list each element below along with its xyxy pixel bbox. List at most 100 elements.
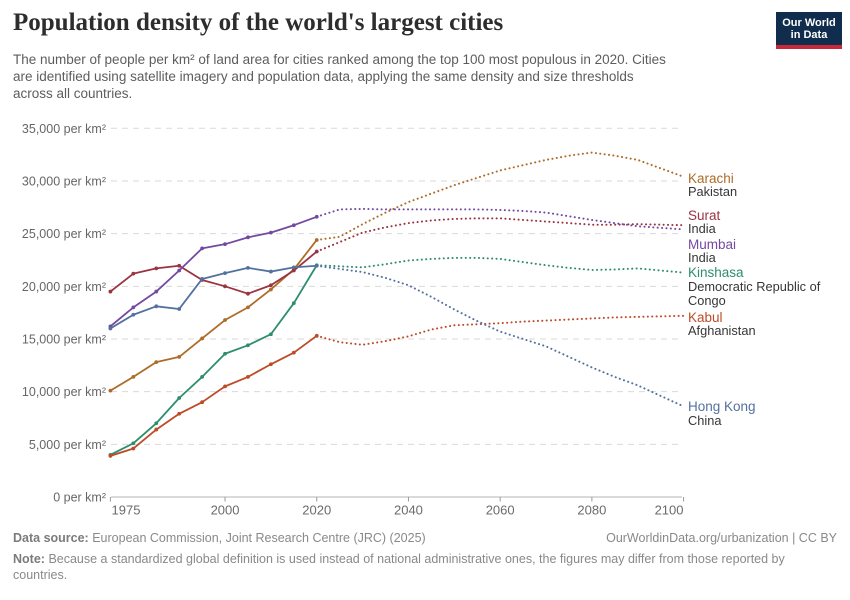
observed-line	[110, 335, 318, 457]
owid-logo-line1: Our World	[782, 17, 836, 29]
chart-subtitle: The number of people per km² of land are…	[13, 52, 666, 101]
data-point-marker	[223, 242, 227, 247]
data-point-marker	[223, 284, 227, 289]
observed-line	[109, 250, 318, 295]
data-point-marker	[154, 427, 159, 432]
note-label: Note:	[13, 552, 45, 566]
series-label-country: India	[688, 250, 717, 265]
y-tick-label: 25,000 per km²	[22, 227, 106, 241]
data-point-marker	[268, 362, 273, 367]
y-tick-label: 35,000 per km²	[22, 122, 106, 136]
data-point-marker	[108, 289, 113, 294]
series-label-country: Pakistan	[688, 184, 737, 199]
data-point-marker	[246, 343, 250, 348]
data-point-marker	[268, 230, 273, 235]
y-tick-label: 20,000 per km²	[22, 280, 106, 294]
data-point-marker	[108, 388, 113, 393]
data-point-marker	[246, 235, 250, 240]
data-point-marker	[223, 271, 227, 276]
projected-line	[315, 314, 685, 346]
series-label-country: Afghanistan	[688, 323, 756, 338]
data-point-marker	[223, 318, 227, 322]
data-point-marker	[200, 246, 205, 251]
series-label-city: Karachi	[688, 171, 734, 186]
chart-footer: Data source: European Commission, Joint …	[13, 530, 837, 583]
data-point-marker	[314, 263, 319, 268]
x-tick-label: 2080	[577, 503, 606, 518]
y-tick-label: 0 per km²	[53, 491, 106, 505]
x-tick-label: 2000	[211, 503, 240, 518]
owid-logo-box: Our World in Data	[776, 12, 842, 45]
data-point-marker	[177, 268, 182, 273]
projected-line	[315, 151, 685, 241]
series-label-city: Kabul	[688, 310, 723, 325]
observed-line	[109, 239, 318, 392]
observed-line	[109, 215, 318, 328]
data-point-marker	[154, 421, 159, 426]
data-point-marker	[131, 312, 136, 317]
x-tick-label: 2040	[394, 503, 423, 518]
projected-line	[315, 264, 685, 408]
observed-line	[109, 264, 317, 330]
data-point-marker	[246, 265, 250, 270]
page-title: Population density of the world's larges…	[13, 9, 504, 36]
series-label-city: Surat	[688, 208, 721, 223]
chart-note: Note: Because a standardized global defi…	[13, 551, 837, 583]
series-label-city: Mumbai	[688, 237, 736, 252]
data-point-marker	[246, 291, 250, 296]
data-point-marker	[154, 360, 159, 365]
data-point-marker	[154, 266, 159, 271]
data-point-marker	[291, 301, 296, 306]
data-point-marker	[177, 263, 182, 268]
gridlines	[111, 127, 682, 498]
y-axis-labels: 0 per km² 5,000 per km² 10,000 per km² 15,0…	[22, 122, 106, 505]
owid-logo-line2: in Data	[790, 29, 828, 41]
data-point-marker	[268, 287, 273, 292]
data-point-marker	[108, 454, 113, 458]
series-label-country: Democratic Republic of	[688, 279, 821, 294]
x-tick-label: 2100	[655, 503, 684, 518]
data-point-marker	[200, 336, 205, 341]
note-text: Because a standardized global definition…	[13, 552, 785, 582]
data-point-marker	[314, 238, 319, 242]
data-point-marker	[223, 351, 227, 356]
projected-line	[315, 207, 685, 231]
data-point-marker	[268, 332, 273, 337]
credit-link: OurWorldinData.org/urbanization | CC BY	[606, 531, 837, 545]
y-tick-label: 30,000 per km²	[22, 174, 106, 188]
data-point-marker	[177, 307, 182, 311]
data-point-marker	[200, 375, 205, 379]
y-tick-label: 5,000 per km²	[29, 438, 106, 452]
y-tick-label: 15,000 per km²	[22, 332, 106, 346]
data-point-marker	[268, 269, 273, 274]
data-point-marker	[177, 354, 182, 359]
owid-logo-red-bar	[776, 45, 842, 49]
data-point-marker	[291, 350, 296, 355]
data-point-marker	[314, 333, 319, 338]
data-point-marker	[131, 375, 136, 379]
data-source-label: Data source:	[13, 531, 89, 545]
observed-line	[109, 264, 318, 456]
projected-line	[315, 256, 685, 274]
data-point-marker	[200, 277, 205, 281]
data-point-marker	[246, 375, 250, 379]
x-tick-label: 2020	[302, 503, 331, 518]
projected-line	[315, 217, 685, 253]
data-point-marker	[291, 265, 296, 270]
data-point-marker	[154, 289, 159, 294]
data-point-marker	[131, 271, 136, 276]
x-tick-label: 2060	[486, 503, 515, 518]
y-tick-label: 10,000 per km²	[22, 385, 106, 399]
data-point-marker	[314, 249, 319, 254]
data-source-text: European Commission, Joint Research Cent…	[92, 531, 426, 545]
data-point-marker	[108, 326, 113, 331]
series-label-city: Kinshasa	[688, 265, 744, 280]
data-point-marker	[154, 304, 159, 309]
